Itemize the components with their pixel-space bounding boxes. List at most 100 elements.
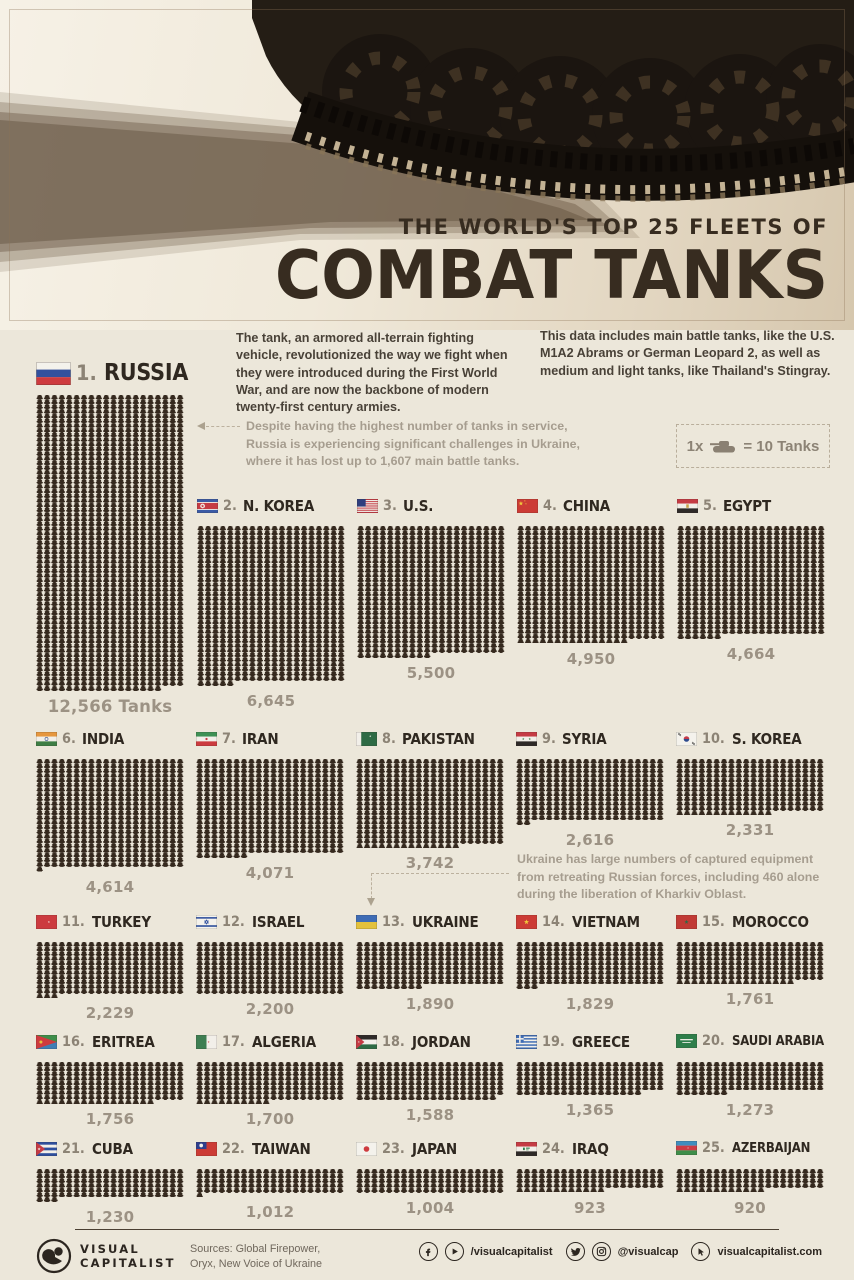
country-name: ERITREA [91,1033,155,1051]
ukraine-flag-icon [356,915,377,929]
country-name: TAIWAN [251,1140,311,1158]
tank-count-algeria: 1,700 [245,1110,295,1129]
youtube-icon[interactable] [444,1242,464,1261]
country-header-u-s: 3. U.S. [357,497,519,515]
country-rank: 19. [542,1034,565,1050]
tank-count-ukraine: 1,890 [405,995,455,1013]
country-header-turkey: 11. TURKEY [36,913,198,931]
country-header-taiwan: 22. TAIWAN [196,1140,358,1158]
tank-pictogram-grid-syria [516,759,664,821]
country-name: SYRIA [562,730,607,748]
country-header-saudi-arabia: 20. SAUDI ARABIA [676,1033,838,1049]
country-cell-iraq: 24. IRAQ 923 [516,1140,678,1217]
tank-pictogram-grid-china [517,526,665,639]
tank-pictogram-grid-russia [36,395,184,687]
country-name: PAKISTAN [402,730,475,748]
egypt-flag-icon [677,499,698,513]
pakistan-flag-icon [356,732,377,746]
kicker: THE WORLD'S TOP 25 FLEETS OF [398,215,828,239]
country-name: U.S. [403,497,434,515]
tank-count-syria: 2,616 [565,830,615,849]
country-header-china: 4. CHINA [517,497,679,515]
tank-photo [0,0,854,330]
country-rank: 9. [542,731,556,747]
tank-pictogram-grid-vietnam [516,942,664,985]
algeria-flag-icon [196,1035,217,1049]
country-rank: 10. [702,731,725,747]
country-header-egypt: 5. EGYPT [677,497,839,515]
tank-pictogram-remainder-vietnam [516,984,539,989]
country-header-israel: 12. ISRAEL [196,913,358,931]
s-korea-flag-icon [676,732,697,746]
country-cell-egypt: 5. EGYPT 4,664 [677,497,839,663]
website-link[interactable]: visualcapitalist.com [717,1245,822,1258]
country-header-pakistan: 8. PAKISTAN [356,730,518,748]
ukraine-annotation: Ukraine has large numbers of captured eq… [517,852,820,902]
country-rank: 21. [62,1141,85,1157]
tank-pictogram-remainder-turkey [36,993,59,999]
country-header-n-korea: 2. N. KOREA [197,497,359,515]
tank-pictogram-grid-pakistan [356,759,504,844]
country-cell-greece: 19. GREECE 1,365 [516,1033,678,1119]
tank-pictogram-remainder-taiwan [196,1192,204,1198]
country-header-cuba: 21. CUBA [36,1140,198,1158]
tank-pictogram-remainder-greece [516,1090,642,1095]
cursor-icon[interactable] [691,1242,711,1261]
country-name: JAPAN [411,1140,457,1158]
country-name: VIETNAM [571,913,640,931]
footer-divider [75,1229,779,1230]
tank-count-russia: 12,566 Tanks [47,697,173,717]
instagram-icon[interactable] [591,1242,611,1261]
tank-pictogram-grid-cuba [36,1169,184,1198]
sources: Sources: Global Firepower, Oryx, New Voi… [190,1242,322,1271]
tank-pictogram-remainder-eritrea [36,1099,155,1105]
tank-count-india: 4,614 [85,877,135,896]
country-rank: 23. [382,1141,405,1157]
intro-paragraph-left: The tank, an armored all-terrain fightin… [236,331,508,414]
country-header-iraq: 24. IRAQ [516,1140,678,1158]
country-header-eritrea: 16. ERITREA [36,1033,198,1051]
country-cell-morocco: 15. MOROCCO 1,761 [676,913,838,1008]
country-rank: 5. [703,498,717,514]
jordan-flag-icon [356,1035,377,1049]
ukraine-annotation-dash-h [371,873,509,874]
country-header-vietnam: 14. VIETNAM [516,913,678,931]
country-header-morocco: 15. MOROCCO [676,913,838,931]
tank-count-n-korea: 6,645 [246,691,296,710]
tank-pictogram-grid-taiwan [196,1169,344,1193]
tank-pictogram-grid-jordan [356,1062,504,1095]
tank-count-iraq: 923 [574,1198,606,1217]
saudi-arabia-flag-icon [676,1034,697,1048]
country-name: CUBA [91,1140,133,1158]
tank-pictogram-remainder-jordan [356,1094,497,1100]
country-rank: 16. [62,1034,85,1050]
tank-count-eritrea: 1,756 [85,1110,135,1129]
social-handle2[interactable]: @visualcap [617,1245,679,1258]
country-cell-taiwan: 22. TAIWAN 1,012 [196,1140,358,1221]
legend-box: 1x = 10 Tanks [676,424,830,468]
ukraine-annotation-arrow [367,898,375,906]
tank-pictogram-grid-japan [356,1169,504,1193]
tank-pictogram-remainder-pakistan [356,843,460,849]
country-name: EGYPT [723,497,772,515]
country-rank: 2. [223,498,237,514]
tank-count-turkey: 2,229 [85,1004,135,1023]
twitter-icon[interactable] [565,1242,585,1261]
tank-pictogram-remainder-iraq [516,1187,605,1193]
country-cell-israel: 12. ISRAEL 2,200 [196,913,358,1018]
social-handle[interactable]: /visualcapitalist [470,1245,553,1258]
tank-count-china: 4,950 [566,649,616,668]
brand-line1: VISUAL [80,1241,140,1256]
tank-pictogram-grid-algeria [196,1062,344,1100]
country-cell-ukraine: 13. UKRAINE 1,890 [356,913,518,1013]
country-header-greece: 19. GREECE [516,1033,678,1051]
iraq-flag-icon [516,1142,537,1156]
tank-count-azerbaijan: 920 [734,1198,766,1217]
country-header-india: 6. INDIA [36,730,198,748]
country-header-russia: 1. RUSSIA [36,360,198,386]
facebook-icon[interactable] [418,1242,438,1261]
tank-pictogram-grid-iraq [516,1169,664,1188]
country-cell-u-s: 3. U.S. 5,500 [357,497,519,682]
country-name: JORDAN [411,1033,471,1051]
tank-photo-illustration [0,0,854,272]
